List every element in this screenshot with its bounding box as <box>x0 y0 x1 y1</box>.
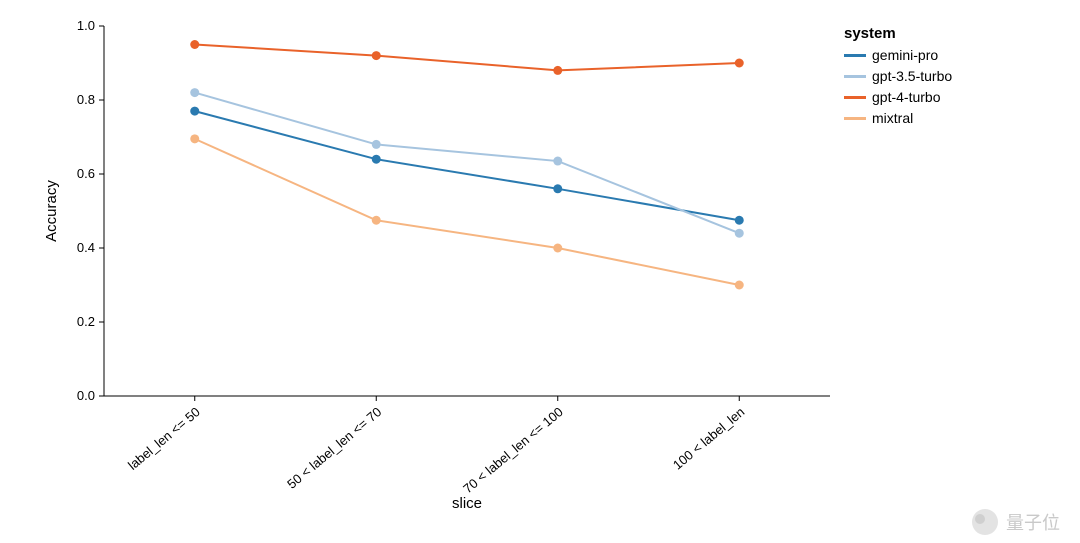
series-line <box>195 93 740 234</box>
svg-text:50 < label_len <= 70: 50 < label_len <= 70 <box>284 404 384 491</box>
svg-text:Accuracy: Accuracy <box>43 180 60 242</box>
series-point <box>372 155 381 164</box>
series-point <box>372 216 381 225</box>
stage: 0.0 0.2 0.4 0.6 0.8 1.0 Accuracy label_len <= 5… <box>0 0 1080 543</box>
series-point <box>735 59 744 68</box>
legend-title: system <box>844 25 896 42</box>
svg-text:70 < label_len <= 100: 70 < label_len <= 100 <box>460 404 566 496</box>
series-line <box>195 45 740 71</box>
wechat-icon <box>972 509 998 535</box>
svg-text:0.0: 0.0 <box>77 388 95 403</box>
watermark-text: 量子位 <box>1006 509 1060 535</box>
series-point <box>553 184 562 193</box>
legend-label: gpt-3.5-turbo <box>872 68 952 84</box>
legend-label: mixtral <box>872 110 913 126</box>
legend-swatch <box>844 54 866 57</box>
svg-text:slice: slice <box>452 495 482 512</box>
legend-swatch <box>844 75 866 78</box>
series-point <box>735 216 744 225</box>
svg-text:0.6: 0.6 <box>77 166 95 181</box>
series-point <box>190 107 199 116</box>
series-point <box>190 40 199 49</box>
series-point <box>553 66 562 75</box>
series-point <box>190 88 199 97</box>
svg-text:1.0: 1.0 <box>77 18 95 33</box>
svg-text:0.4: 0.4 <box>77 240 95 255</box>
legend-label: gemini-pro <box>872 47 938 63</box>
legend-swatch <box>844 96 866 99</box>
svg-text:0.8: 0.8 <box>77 92 95 107</box>
series-line <box>195 111 740 220</box>
svg-text:100 < label_len: 100 < label_len <box>670 404 747 472</box>
series-point <box>553 244 562 253</box>
series-point <box>735 281 744 290</box>
series-point <box>735 229 744 238</box>
legend-swatch <box>844 117 866 120</box>
svg-text:label_len <= 50: label_len <= 50 <box>125 404 203 473</box>
legend-label: gpt-4-turbo <box>872 89 941 105</box>
series-point <box>190 134 199 143</box>
svg-text:0.2: 0.2 <box>77 314 95 329</box>
series-point <box>372 51 381 60</box>
series-point <box>553 157 562 166</box>
accuracy-line-chart: 0.0 0.2 0.4 0.6 0.8 1.0 Accuracy label_len <= 5… <box>26 16 1026 526</box>
series-point <box>372 140 381 149</box>
watermark: 量子位 <box>972 509 1060 535</box>
series-line <box>195 139 740 285</box>
